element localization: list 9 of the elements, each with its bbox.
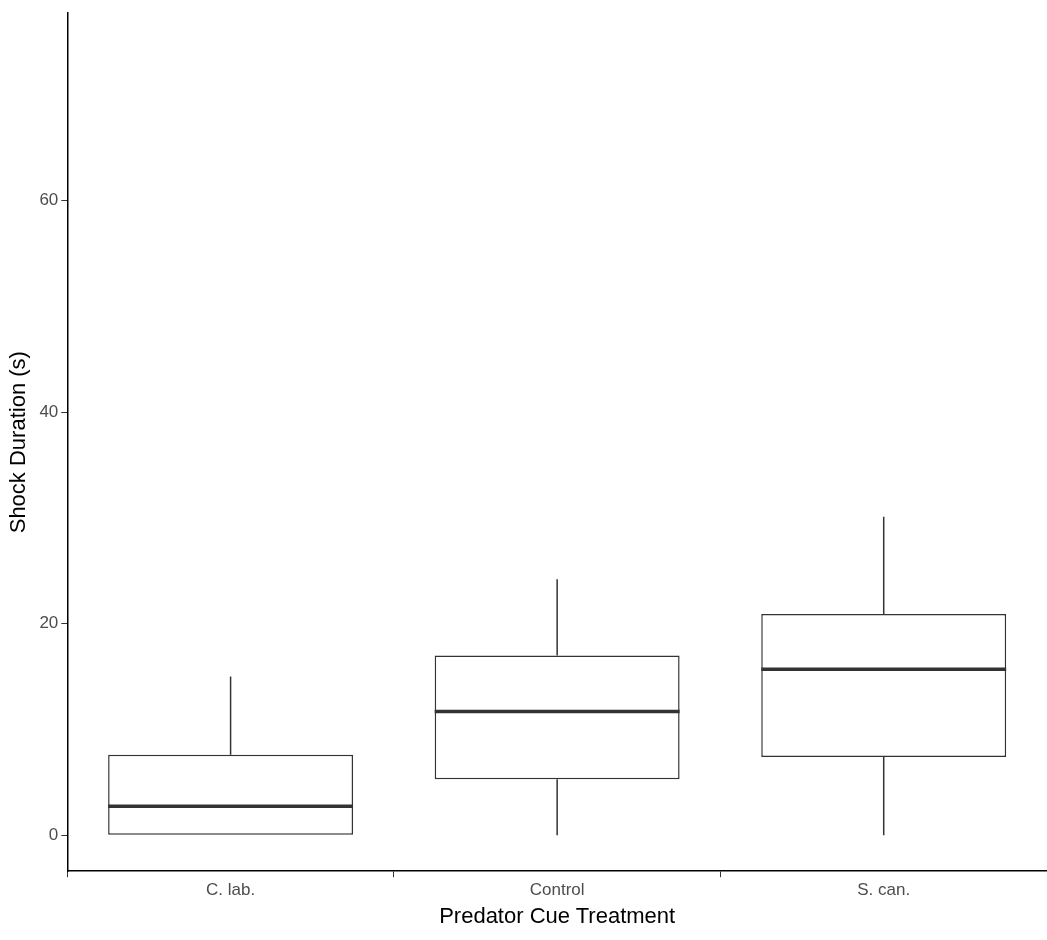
x-tick-label: S. can. bbox=[857, 880, 911, 900]
y-tick-label: 0 bbox=[48, 824, 59, 844]
y-axis-title: Shock Duration (s) bbox=[5, 351, 31, 534]
x-axis-title: Predator Cue Treatment bbox=[439, 902, 676, 928]
x-tick-label: Control bbox=[529, 880, 585, 900]
x-tick-label: C. lab. bbox=[206, 880, 256, 900]
y-tick-label: 20 bbox=[39, 613, 59, 633]
y-tick-label: 40 bbox=[39, 401, 59, 421]
y-tick-label: 60 bbox=[39, 190, 59, 210]
